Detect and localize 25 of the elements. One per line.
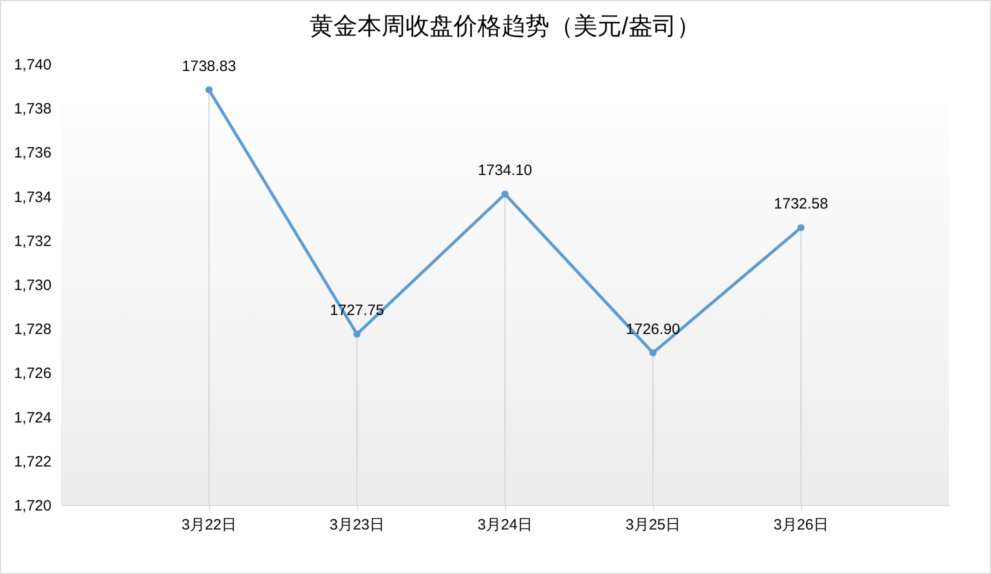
x-tick-label: 3月24日 — [477, 516, 533, 534]
y-tick-label: 1,728 — [14, 321, 52, 338]
y-tick-label: 1,736 — [14, 144, 52, 162]
y-tick-label: 1,730 — [14, 277, 52, 294]
data-label: 1732.58 — [774, 196, 828, 213]
data-label: 1734.10 — [478, 162, 532, 180]
data-label: 1738.83 — [182, 58, 236, 75]
y-tick-label: 1,726 — [14, 365, 52, 382]
y-tick-label: 1,740 — [14, 56, 52, 74]
y-tick-label: 1,738 — [14, 100, 52, 118]
point — [797, 224, 805, 232]
chart-title: 黄金本周收盘价格趋势（美元/盎司） — [310, 13, 700, 40]
y-tick-label: 1,722 — [14, 453, 52, 470]
y-tick-label: 1,734 — [14, 188, 52, 206]
x-tick-label: 3月22日 — [181, 516, 237, 534]
point — [649, 349, 657, 356]
point — [205, 86, 213, 94]
point — [353, 330, 361, 338]
x-tick-label: 3月23日 — [329, 516, 385, 534]
y-tick-label: 1,720 — [14, 498, 52, 514]
x-tick-label: 3月25日 — [625, 516, 681, 534]
y-tick-label: 1,732 — [14, 232, 52, 250]
x-tick-label: 3月26日 — [773, 516, 829, 534]
y-tick-label: 1,724 — [14, 409, 52, 426]
point — [501, 190, 509, 198]
